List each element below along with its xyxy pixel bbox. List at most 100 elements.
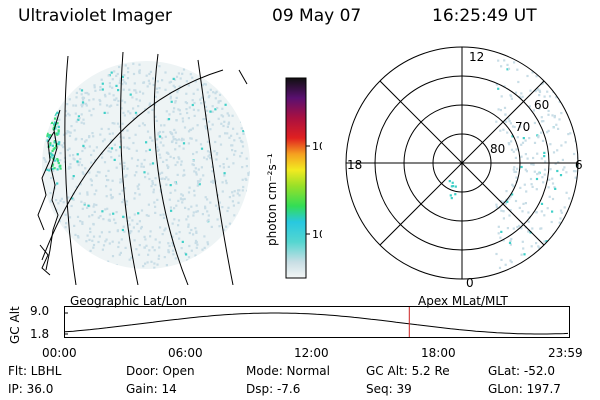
speckle-dot xyxy=(219,143,223,146)
speckle-dot xyxy=(510,140,513,143)
speckle-dot xyxy=(211,179,214,182)
speckle-dot xyxy=(533,170,536,173)
speckle-dot xyxy=(142,265,145,268)
speckle-dot xyxy=(150,185,153,188)
speckle-dot xyxy=(211,110,214,113)
speckle-dot xyxy=(569,132,572,135)
speckle-dot xyxy=(454,193,457,196)
speckle-dot xyxy=(500,258,503,261)
speckle-dot xyxy=(206,109,209,112)
speckle-dot xyxy=(194,254,197,257)
info-gain: Gain: 14 xyxy=(126,382,177,396)
speckle-dot xyxy=(152,188,155,191)
speckle-dot xyxy=(168,81,171,84)
speckle-dot xyxy=(191,99,194,102)
speckle-dot xyxy=(111,132,114,135)
speckle-dot xyxy=(174,257,177,260)
speckle-dot xyxy=(155,87,158,90)
speckle-dot xyxy=(100,231,103,234)
speckle-dot xyxy=(169,155,172,158)
speckle-dot xyxy=(139,227,143,230)
speckle-dot xyxy=(123,230,126,233)
speckle-dot xyxy=(503,59,506,62)
speckle-dot xyxy=(509,195,512,198)
speckle-dot xyxy=(526,157,529,160)
speckle-dot xyxy=(81,222,84,225)
speckle-dot xyxy=(52,105,55,108)
speckle-dot xyxy=(48,121,51,124)
speckle-dot xyxy=(182,169,186,172)
speckle-dot xyxy=(559,217,562,220)
speckle-dot xyxy=(520,227,523,230)
speckle-dot xyxy=(536,134,539,137)
speckle-dot xyxy=(509,209,512,212)
speckle-dot xyxy=(71,177,74,180)
speckle-dot xyxy=(156,146,159,149)
speckle-dot xyxy=(142,92,145,95)
speckle-dot xyxy=(499,109,502,112)
speckle-dot xyxy=(231,200,234,203)
speckle-dot xyxy=(217,207,220,210)
speckle-dot xyxy=(226,125,229,128)
speckle-dot xyxy=(191,76,194,79)
speckle-dot xyxy=(71,197,74,200)
speckle-dot xyxy=(68,98,71,101)
speckle-dot xyxy=(556,149,559,152)
speckle-dot xyxy=(154,183,157,187)
speckle-dot xyxy=(94,159,97,162)
speckle-dot xyxy=(214,92,217,95)
speckle-dot xyxy=(165,158,168,162)
speckle-dot xyxy=(159,156,162,159)
speckle-dot xyxy=(192,92,195,95)
speckle-dot xyxy=(68,165,71,168)
speckle-dot xyxy=(103,93,107,96)
speckle-dot xyxy=(174,138,177,141)
speckle-dot xyxy=(47,114,50,117)
speckle-dot xyxy=(543,95,546,98)
geographic-grid xyxy=(41,51,234,285)
speckle-dot xyxy=(227,206,230,209)
speckle-dot xyxy=(79,157,82,161)
speckle-dot xyxy=(158,246,161,249)
speckle-dot xyxy=(46,134,49,138)
speckle-dot xyxy=(241,166,244,169)
speckle-dot xyxy=(44,98,48,101)
speckle-dot xyxy=(110,139,113,142)
speckle-dot xyxy=(211,170,214,173)
speckle-dot xyxy=(117,241,121,244)
speckle-dot xyxy=(88,109,91,112)
speckle-dot xyxy=(80,103,83,107)
speckle-dot xyxy=(162,144,165,147)
speckle-dot xyxy=(495,205,498,208)
speckle-dot xyxy=(203,82,206,86)
speckle-dot xyxy=(92,149,95,152)
speckle-dot xyxy=(560,211,563,214)
speckle-dot xyxy=(540,157,543,160)
speckle-dot xyxy=(46,120,49,123)
speckle-dot xyxy=(497,59,500,62)
speckle-dot xyxy=(238,136,241,140)
speckle-dot xyxy=(56,168,59,171)
speckle-dot xyxy=(85,139,88,142)
speckle-dot xyxy=(162,160,165,163)
speckle-dot xyxy=(161,171,164,174)
speckle-dot xyxy=(117,99,120,103)
speckle-dot xyxy=(186,259,189,262)
speckle-dot xyxy=(227,114,230,117)
speckle-dot xyxy=(524,139,527,142)
speckle-dot xyxy=(170,209,173,212)
speckle-dot xyxy=(245,178,248,181)
speckle-dot xyxy=(126,77,130,80)
speckle-dot xyxy=(216,218,219,221)
speckle-dot xyxy=(505,120,508,123)
speckle-dot xyxy=(512,185,515,188)
speckle-dot xyxy=(521,95,524,98)
speckle-dot xyxy=(88,99,91,102)
speckle-dot xyxy=(44,102,47,105)
speckle-dot xyxy=(162,213,165,216)
speckle-dot xyxy=(188,231,191,235)
speckle-dot xyxy=(518,95,521,98)
speckle-dot xyxy=(564,141,567,144)
speckle-dot xyxy=(126,146,129,149)
speckle-dot xyxy=(135,113,138,116)
